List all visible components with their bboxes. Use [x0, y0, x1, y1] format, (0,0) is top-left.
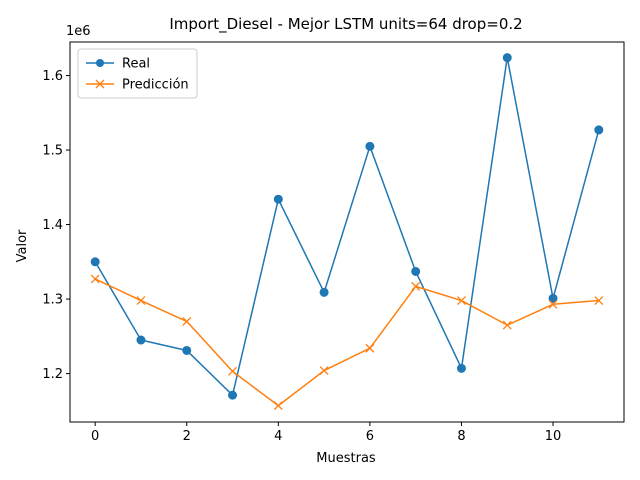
- series-real: [90, 53, 604, 400]
- data-point-prediccion: [457, 296, 466, 306]
- data-point-real: [136, 335, 146, 345]
- plot-area: [69, 41, 625, 423]
- data-point-real: [502, 53, 512, 63]
- series-line-real: [94, 56, 600, 396]
- data-point-real: [182, 345, 192, 355]
- data-point-real: [319, 287, 329, 297]
- data-point-real: [228, 390, 238, 400]
- data-point-prediccion: [228, 366, 237, 376]
- series-prediccion: [90, 274, 604, 411]
- data-point-prediccion: [273, 401, 283, 411]
- series-line-prediccion: [94, 278, 599, 407]
- legend-label-real: Real: [122, 57, 150, 72]
- x-axis: 0 2 4 6 8 10: [91, 422, 561, 444]
- y-tick-label: 1.3: [42, 293, 63, 308]
- x-tick-label: 10: [545, 429, 562, 444]
- data-point-real: [411, 266, 421, 276]
- y-offset-label: 1e6: [66, 24, 91, 39]
- legend: Real Predicción: [77, 48, 198, 99]
- data-point-real: [594, 125, 604, 135]
- y-tick-label: 1.6: [42, 69, 63, 84]
- data-point-prediccion: [365, 343, 375, 353]
- y-tick-label: 1.4: [42, 218, 63, 233]
- y-axis: 1.2 1.3 1.4 1.5 1.6: [42, 69, 70, 382]
- y-axis-label: Valor: [15, 229, 30, 262]
- data-point-real: [548, 293, 558, 303]
- data-point-real: [456, 363, 466, 373]
- data-point-prediccion: [411, 281, 421, 291]
- data-point-real: [365, 141, 375, 151]
- y-tick-label: 1.5: [42, 144, 63, 159]
- data-point-prediccion: [548, 299, 558, 309]
- chart-title: Import_Diesel - Mejor LSTM units=64 drop…: [169, 15, 522, 34]
- plot-frame: [69, 41, 625, 423]
- data-point-real: [90, 257, 100, 267]
- x-tick-label: 0: [91, 429, 99, 444]
- x-tick-label: 6: [366, 429, 374, 444]
- data-point-prediccion: [502, 320, 512, 330]
- x-axis-label: Muestras: [316, 451, 376, 466]
- x-tick-label: 2: [183, 429, 191, 444]
- legend-label-prediccion: Predicción: [122, 78, 189, 93]
- x-tick-label: 8: [457, 429, 465, 444]
- data-point-prediccion: [90, 274, 100, 284]
- data-point-real: [273, 194, 283, 204]
- data-point-prediccion: [136, 296, 146, 306]
- legend-marker-real: [96, 59, 104, 67]
- series-layer: [90, 53, 604, 411]
- data-point-prediccion: [319, 366, 329, 376]
- legend-marker-prediccion: [95, 79, 105, 89]
- legend-box: [77, 48, 198, 99]
- y-tick-label: 1.2: [42, 367, 63, 382]
- data-point-prediccion: [594, 296, 604, 306]
- data-point-prediccion: [182, 316, 192, 326]
- x-tick-label: 4: [274, 429, 282, 444]
